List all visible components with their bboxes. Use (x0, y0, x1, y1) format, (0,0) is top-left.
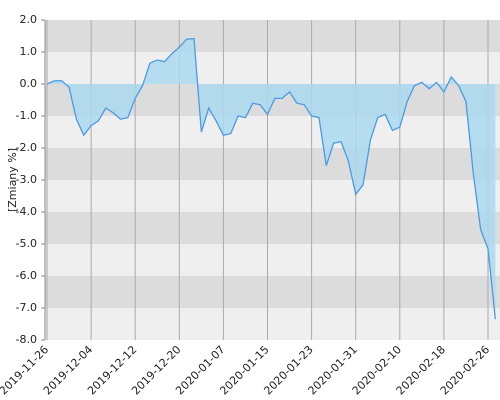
y-tick-label: -3.0 (16, 173, 37, 186)
band (45, 180, 500, 212)
band (45, 244, 500, 276)
band (45, 276, 500, 308)
y-tick-label: 1.0 (20, 45, 38, 58)
y-tick-label: 0.0 (20, 77, 38, 90)
area (47, 38, 496, 320)
y-tick-label: -6.0 (16, 269, 37, 282)
y-tick-label: -5.0 (16, 237, 37, 250)
band (45, 148, 500, 180)
y-tick-label: -4.0 (16, 205, 37, 218)
band (45, 116, 500, 148)
y-tick-label: 2.0 (20, 13, 38, 26)
bands (45, 20, 500, 340)
y-tick-label: -1.0 (16, 109, 37, 122)
line (46, 37, 496, 320)
band (45, 52, 500, 84)
band (45, 212, 500, 244)
y-axis-label: [Zmiany %] (6, 148, 19, 212)
y-tick-label: -7.0 (16, 301, 37, 314)
band (45, 308, 500, 340)
y-tick-label: -2.0 (16, 141, 37, 154)
band (45, 20, 500, 52)
y-tick-label: -8.0 (16, 333, 37, 346)
